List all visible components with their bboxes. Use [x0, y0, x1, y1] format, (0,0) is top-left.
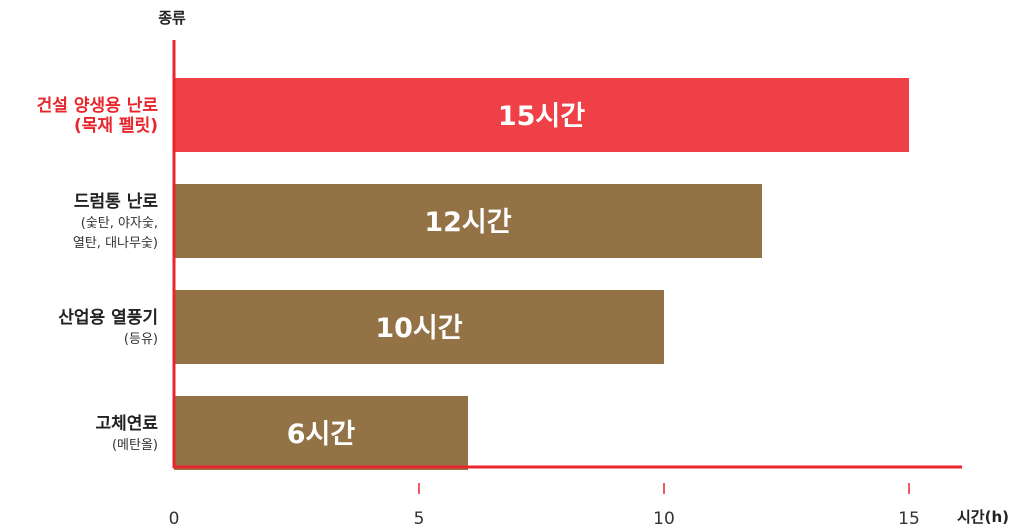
bar-value-label-1: 15시간 [498, 101, 585, 132]
x-tick-label-5: 5 [414, 509, 425, 529]
x-tick-label-10: 10 [653, 509, 675, 529]
category-detail-1-1: (목재 펠릿) [74, 116, 158, 136]
category-detail-4-1: (메탄올) [112, 438, 158, 453]
bar-2 [174, 184, 762, 258]
bar-3 [174, 290, 664, 364]
bar-4 [174, 396, 468, 470]
category-label-1: 건설 양생용 난로 [37, 96, 159, 116]
category-label-3: 산업용 열풍기 [58, 308, 158, 328]
bar-1 [174, 78, 909, 152]
category-detail-3-1: (등유) [124, 332, 158, 347]
bar-value-label-2: 12시간 [424, 207, 511, 238]
x-tick-label-15: 15 [898, 509, 920, 529]
bar-value-label-4: 6시간 [287, 419, 356, 450]
category-detail-2-2: 열탄, 대나무숯) [73, 236, 158, 251]
x-ticks: 0 5 10 15 [169, 483, 920, 529]
bar-value-label-3: 10시간 [375, 313, 462, 344]
bars-group: 15시간 12시간 10시간 6시간 [174, 78, 909, 470]
x-tick-label-0: 0 [169, 509, 180, 529]
category-labels: 건설 양생용 난로(목재 펠릿) 드럼통 난로 (숯탄, 야자숯, 열탄, 대나무숯)… [37, 96, 159, 453]
y-axis-title: 종류 [158, 9, 186, 27]
category-label-2: 드럼통 난로 [74, 192, 158, 212]
x-axis-title: 시간(h) [957, 508, 1009, 526]
category-detail-2-1: (숯탄, 야자숯, [81, 216, 158, 231]
category-label-4: 고체연료 [95, 414, 158, 434]
